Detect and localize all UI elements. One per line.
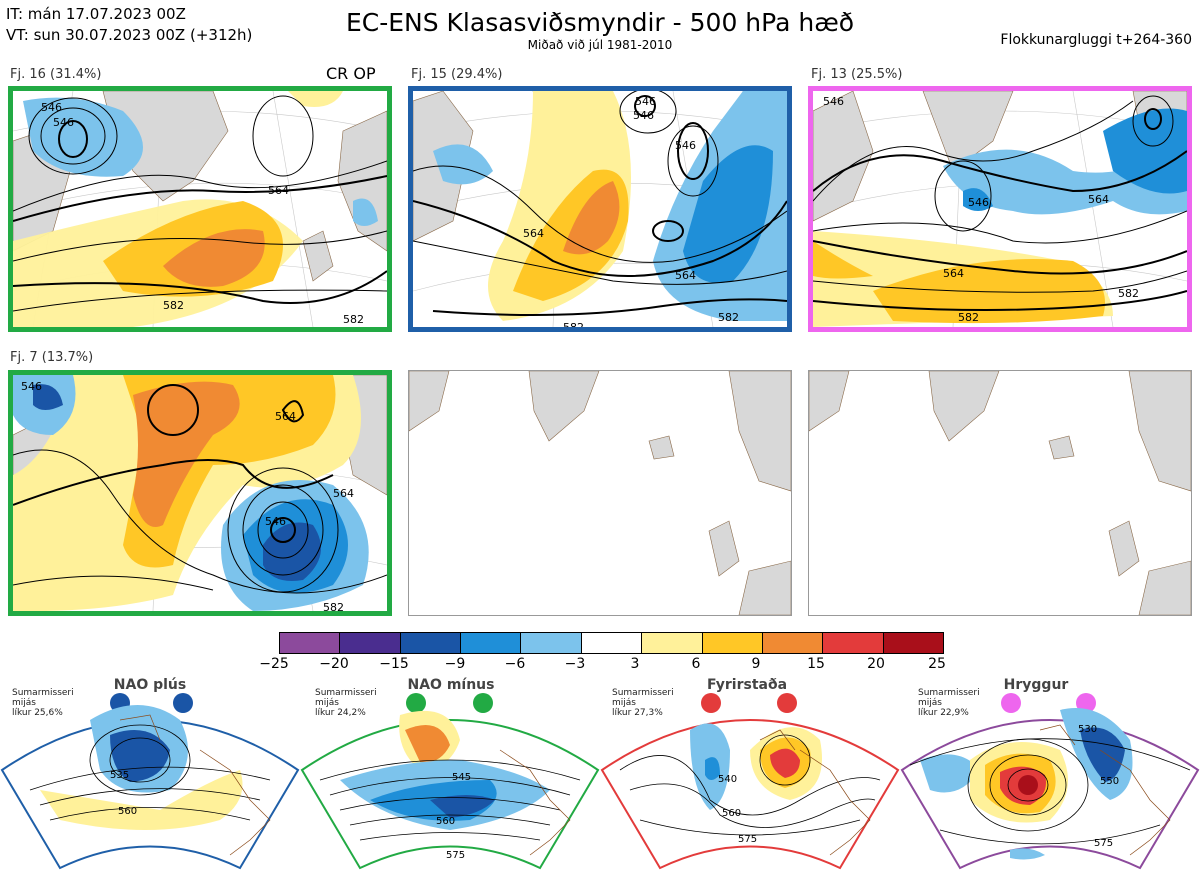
valid-time: VT: sun 30.07.2023 00Z (+312h)	[6, 26, 253, 44]
colorbar-tick: 9	[751, 656, 761, 672]
contour-label: 582	[163, 299, 184, 312]
colorbar-segment	[581, 633, 643, 653]
colorbar-segment	[823, 633, 884, 653]
contour-label: 575	[1094, 838, 1113, 849]
contour-label: 582	[563, 321, 584, 327]
page-subtitle: Miðað við júl 1981-2010	[527, 38, 673, 52]
cluster-label-4: Fj. 7 (13.7%)	[10, 350, 94, 365]
cluster-map-4-svg: 546 564 564 546 582	[13, 375, 387, 611]
contour-label: 564	[333, 487, 354, 500]
contour-label: 546	[968, 196, 989, 209]
regime-title-1: NAO plús	[113, 677, 187, 693]
colorbar-tick: −25	[259, 656, 289, 672]
cluster-label-1: Fj. 16 (31.4%)	[10, 67, 102, 82]
regime-title-3: Fyrirstaða	[706, 677, 788, 693]
colorbar-segment	[280, 633, 341, 653]
cluster-map-1-svg: 546 564 546 582 582	[13, 91, 387, 327]
colorbar-segment	[883, 633, 943, 653]
contour-label: 582	[1118, 287, 1139, 300]
contour-label: 546	[823, 95, 844, 108]
contour-label: 540	[718, 774, 737, 785]
contour-label: 564	[275, 410, 296, 423]
contour-label: 564	[943, 267, 964, 280]
contour-label: 564	[1088, 193, 1109, 206]
contour-label: 545	[452, 772, 471, 783]
contour-label: 582	[323, 601, 344, 611]
contour-label: 560	[436, 816, 455, 827]
page-title: EC-ENS Klasasviðsmyndir - 500 hPa hæð	[345, 8, 855, 37]
regime-note-2: Sumarmisseri mijás líkur 24,2%	[315, 688, 377, 718]
colorbar	[279, 632, 944, 654]
colorbar-segment	[340, 633, 401, 653]
cluster-label-3: Fj. 13 (25.5%)	[811, 67, 903, 82]
colorbar-tick: −3	[564, 656, 586, 672]
contour-label: 546	[265, 515, 286, 528]
contour-label: 582	[958, 311, 979, 324]
empty-map-5	[408, 370, 792, 616]
contour-label: 575	[446, 850, 465, 861]
regime-note-1: Sumarmisseri mijás líkur 25,6%	[12, 688, 74, 718]
colorbar-tick: −6	[504, 656, 526, 672]
contour-label: 546	[53, 116, 74, 129]
colorbar-segment	[400, 633, 462, 653]
cr-op-label: CR OP	[326, 64, 376, 83]
contour-label: 564	[268, 184, 289, 197]
colorbar-segment	[461, 633, 522, 653]
empty-map-5-svg	[409, 371, 791, 615]
contour-label: 550	[1100, 776, 1119, 787]
contour-label: 546	[41, 101, 62, 114]
contour-label: 546	[21, 380, 42, 393]
regime-title-4: Hryggur	[1003, 677, 1069, 693]
colorbar-tick: −9	[444, 656, 466, 672]
colorbar-tick: 6	[691, 656, 701, 672]
colorbar-tick: −20	[319, 656, 349, 672]
colorbar-segment	[642, 633, 703, 653]
regime-map-2: 545 560 575	[300, 693, 600, 870]
regime-note-3: Sumarmisseri mijás líkur 27,3%	[612, 688, 674, 718]
cluster-map-1: 546 564 546 582 582	[8, 86, 392, 332]
colorbar-tick: 3	[630, 656, 640, 672]
contour-label: 546	[635, 95, 656, 108]
contour-label: 546	[675, 139, 696, 152]
contour-label: 582	[718, 311, 739, 324]
cluster-map-2: 546 546 564 546 564 582 582	[408, 86, 792, 332]
colorbar-tick: 15	[807, 656, 825, 672]
contour-label: 546	[633, 109, 654, 122]
colorbar-segment	[521, 633, 582, 653]
contour-label: 564	[675, 269, 696, 282]
regime-title-2: NAO mínus	[407, 677, 495, 693]
regime-map-4: 530 550 575	[900, 693, 1200, 870]
initial-time: IT: mán 17.07.2023 00Z	[6, 5, 186, 23]
colorbar-segment	[762, 633, 824, 653]
regime-note-4: Sumarmisseri mijás líkur 22,9%	[918, 688, 980, 718]
contour-label: 560	[118, 806, 137, 817]
header-run-times: IT: mán 17.07.2023 00Z VT: sun 30.07.202…	[6, 4, 252, 46]
cluster-window: Flokkunargluggi t+264-360	[1000, 32, 1192, 48]
contour-label: 575	[738, 834, 757, 845]
contour-label: 535	[110, 770, 129, 781]
contour-label: 582	[343, 313, 364, 326]
colorbar-tick: −15	[379, 656, 409, 672]
cluster-map-4: 546 564 564 546 582	[8, 370, 392, 616]
cluster-label-2: Fj. 15 (29.4%)	[411, 67, 503, 82]
cluster-map-2-svg: 546 546 564 546 564 582 582	[413, 91, 787, 327]
empty-map-6-svg	[809, 371, 1191, 615]
colorbar-tick: 20	[867, 656, 885, 672]
regime-map-3: 540 560 575	[600, 693, 900, 870]
cluster-map-3-svg: 546 546 564 564 582 582	[813, 91, 1187, 327]
colorbar-segment	[702, 633, 763, 653]
empty-map-6	[808, 370, 1192, 616]
regime-map-1: 535 560	[0, 693, 300, 870]
contour-label: 564	[523, 227, 544, 240]
contour-label: 560	[722, 808, 741, 819]
cluster-map-3: 546 546 564 564 582 582	[808, 86, 1192, 332]
colorbar-tick: 25	[928, 656, 946, 672]
contour-label: 530	[1078, 724, 1097, 735]
